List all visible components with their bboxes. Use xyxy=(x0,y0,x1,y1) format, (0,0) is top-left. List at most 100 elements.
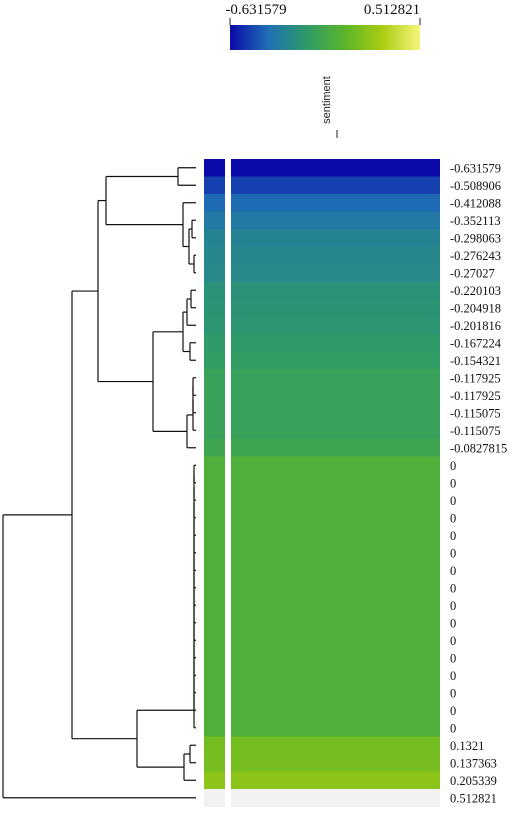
heatmap-cell-narrow xyxy=(204,561,225,580)
heatmap-cell xyxy=(231,176,440,195)
heatmap-cell-narrow xyxy=(204,719,225,737)
heatmap-cell-narrow xyxy=(204,246,225,265)
heatmap-cell xyxy=(231,649,440,667)
row-label: 0.205339 xyxy=(450,774,497,788)
row-label: -0.0827815 xyxy=(450,441,507,455)
row-label: -0.508906 xyxy=(450,179,501,193)
row-label: 0 xyxy=(450,564,456,578)
heatmap-cell xyxy=(231,701,440,720)
heatmap-cell xyxy=(231,456,440,475)
heatmap-cell xyxy=(231,281,440,300)
heatmap-cell xyxy=(231,596,440,615)
heatmap-cell-narrow xyxy=(204,491,225,510)
heatmap-cell-narrow xyxy=(204,386,225,405)
row-label: 0 xyxy=(450,511,456,525)
heatmap-cell-narrow xyxy=(204,211,225,230)
row-label: -0.220103 xyxy=(450,284,501,298)
row-label: 0 xyxy=(450,704,456,718)
row-label: 0 xyxy=(450,669,456,683)
legend-max-label: 0.512821 xyxy=(364,2,420,18)
heatmap-cell-narrow xyxy=(204,789,225,807)
row-label: -0.412088 xyxy=(450,196,501,210)
heatmap-cell-narrow xyxy=(204,649,225,667)
heatmap-cell-narrow xyxy=(204,194,225,212)
heatmap-cell xyxy=(231,771,440,790)
row-label: 0 xyxy=(450,546,456,560)
heatmap-cell xyxy=(231,684,440,702)
row-label: -0.201816 xyxy=(450,319,501,333)
heatmap-cell xyxy=(231,369,440,387)
heatmap-cell-narrow xyxy=(204,701,225,720)
row-label: -0.27027 xyxy=(450,266,495,280)
heatmap-cell-narrow xyxy=(204,666,225,685)
heatmap-cell-narrow xyxy=(204,421,225,440)
row-label: 0 xyxy=(450,616,456,630)
heatmap-cell xyxy=(231,474,440,492)
heatmap-cell xyxy=(231,334,440,352)
heatmap-cell-narrow xyxy=(204,281,225,300)
row-label: 0 xyxy=(450,634,456,648)
heatmap-cell-narrow xyxy=(204,526,225,545)
heatmap-cell-narrow xyxy=(204,334,225,352)
heatmap-cell xyxy=(231,246,440,265)
heatmap-cell-narrow xyxy=(204,229,225,247)
heatmap-cell-narrow xyxy=(204,404,225,422)
heatmap-cell-narrow xyxy=(204,509,225,527)
heatmap-cell xyxy=(231,754,440,772)
row-label: -0.204918 xyxy=(450,301,501,315)
row-labels: -0.631579 -0.508906 -0.412088 -0.352113 -0.2… xyxy=(450,161,507,805)
heatmap-cell xyxy=(231,544,440,562)
heatmap-cell xyxy=(231,509,440,527)
row-label: 0.137363 xyxy=(450,756,497,770)
heatmap-cell xyxy=(231,229,440,247)
heatmap-cell xyxy=(231,614,440,632)
heatmap-cell-narrow xyxy=(204,596,225,615)
row-label: -0.117925 xyxy=(450,389,501,403)
heatmap-cell xyxy=(231,579,440,597)
heatmap-cell-narrow xyxy=(204,544,225,562)
row-label: -0.115075 xyxy=(450,406,501,420)
row-label: 0 xyxy=(450,686,456,700)
heatmap-cell-narrow xyxy=(204,474,225,492)
heatmap-cell xyxy=(231,264,440,282)
row-label: 0 xyxy=(450,494,456,508)
heatmap-cell xyxy=(231,789,440,807)
heatmap-cell-narrow xyxy=(204,159,225,177)
row-label: 0 xyxy=(450,581,456,595)
heatmap-cell xyxy=(231,211,440,230)
row-label: -0.167224 xyxy=(450,336,502,350)
heatmap-cell xyxy=(231,351,440,370)
row-label: 0 xyxy=(450,529,456,543)
heatmap-cell xyxy=(231,421,440,440)
row-dendrogram xyxy=(2,167,196,799)
heatmap-cell xyxy=(231,194,440,212)
heatmap-cell xyxy=(231,386,440,405)
heatmap-cell-narrow xyxy=(204,579,225,597)
heatmap-cells xyxy=(204,159,440,807)
heatmap-cell xyxy=(231,491,440,510)
heatmap-cell xyxy=(231,404,440,422)
row-label: -0.117925 xyxy=(450,371,501,385)
heatmap-cell xyxy=(231,561,440,580)
row-label: -0.154321 xyxy=(450,354,501,368)
row-label: 0 xyxy=(450,599,456,613)
row-label: 0.1321 xyxy=(450,739,484,753)
legend-title: sentiment xyxy=(321,76,333,124)
heatmap-cell xyxy=(231,719,440,737)
heatmap-cell-narrow xyxy=(204,316,225,335)
legend-color-bar xyxy=(230,25,420,50)
row-label: -0.276243 xyxy=(450,249,501,263)
heatmap-cell xyxy=(231,736,440,755)
row-label: -0.298063 xyxy=(450,231,501,245)
heatmap-cell-narrow xyxy=(204,456,225,475)
heatmap-cell-narrow xyxy=(204,614,225,632)
heatmap-cell-narrow xyxy=(204,736,225,755)
row-label: -0.631579 xyxy=(450,161,501,175)
row-label: 0 xyxy=(450,651,456,665)
row-label: 0 xyxy=(450,476,456,490)
row-label: -0.115075 xyxy=(450,424,501,438)
heatmap-cell-narrow xyxy=(204,439,225,457)
row-label: 0 xyxy=(450,721,456,735)
heatmap-cell-narrow xyxy=(204,771,225,790)
